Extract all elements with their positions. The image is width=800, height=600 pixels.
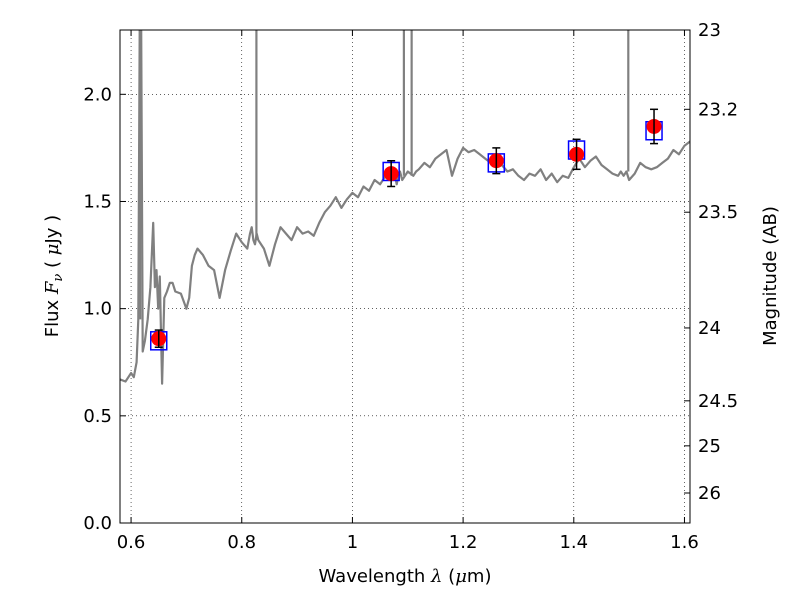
x-tick-label: 1.2 — [449, 532, 478, 553]
y-tick-label: 0.5 — [83, 406, 112, 427]
magnitude-tick-label: 25 — [698, 436, 721, 457]
y-tick-label: 1.0 — [83, 299, 112, 320]
magnitude-tick-label: 24 — [698, 318, 721, 339]
magnitude-tick-label: 26 — [698, 483, 721, 504]
plot-frame — [119, 29, 691, 524]
y-axis-title: Flux Fν ( μJy ) — [42, 215, 66, 337]
magnitude-tick-label: 24.5 — [698, 391, 738, 412]
y-tick-label: 0.0 — [83, 513, 112, 534]
x-tick-label: 1.4 — [559, 532, 588, 553]
x-tick-label: 1 — [347, 532, 358, 553]
x-tick-label: 0.8 — [227, 532, 256, 553]
x-axis-title: Wavelength λ (μm) — [319, 566, 492, 587]
spectrum-line — [120, 30, 690, 385]
magnitude-tick-label: 23 — [698, 20, 721, 41]
magnitude-tick-label: 23.2 — [698, 99, 738, 120]
photometry-points — [149, 108, 663, 351]
plot-background — [120, 30, 690, 523]
magnitude-tick-label: 23.5 — [698, 202, 738, 223]
x-tick-label: 0.6 — [117, 532, 146, 553]
right-axis-title: Magnitude (AB) — [760, 206, 781, 346]
model-spectrum — [120, 30, 690, 385]
axis-ticks: 0.6 0.8 1 1.2 1.4 1.6 0.0 0.5 1.0 1.5 2.0 23 23.2 23.… — [83, 20, 738, 553]
y-tick-label: 2.0 — [83, 84, 112, 105]
y-tick-label: 1.5 — [83, 191, 112, 212]
x-tick-label: 1.6 — [670, 532, 699, 553]
